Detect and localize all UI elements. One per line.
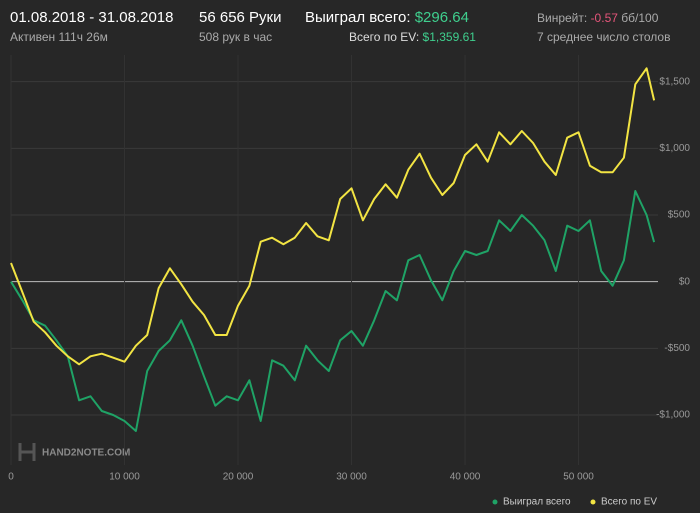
winrate: Винрейт: -0.57 бб/100 <box>537 11 658 25</box>
value: $1,359.61 <box>422 30 476 44</box>
value: -0.57 <box>590 11 618 25</box>
y-tick-label: $0 <box>679 276 691 287</box>
hands: 56 656 Руки <box>199 9 282 26</box>
legend-label: Выиграл всего <box>503 497 571 508</box>
legend-label: Всего по EV <box>601 497 657 508</box>
y-tick-label: -$500 <box>664 343 690 354</box>
logo-icon <box>18 443 36 461</box>
x-tick-label: 10 000 <box>109 472 140 483</box>
period: 01.08.2018 - 31.08.2018 <box>10 9 174 26</box>
label: Выиграл всего: <box>305 9 411 26</box>
legend-swatch <box>590 499 596 505</box>
avg-tables: 7 среднее число столов <box>537 30 671 44</box>
value: $296.64 <box>414 9 469 26</box>
hands-per-hour: 508 рук в час <box>199 30 273 44</box>
legend-swatch <box>492 499 498 505</box>
x-tick-label: 40 000 <box>450 472 481 483</box>
y-tick-label: $1,000 <box>659 143 690 154</box>
series-line <box>10 190 656 432</box>
won-total: Выиграл всего: $296.64 <box>305 9 469 26</box>
x-tick-label: 0 <box>8 472 14 483</box>
logo: HAND2NOTE.COM <box>18 443 130 461</box>
label: Винрейт: <box>537 11 588 25</box>
watermark: HAND2NOTE.COM <box>42 448 130 459</box>
x-tick-label: 50 000 <box>563 472 594 483</box>
ev-total: Всего по EV: $1,359.61 <box>349 30 476 44</box>
x-tick-label: 20 000 <box>223 472 254 483</box>
active-time: Активен 111ч 26м <box>10 30 108 44</box>
y-tick-label: $500 <box>668 210 691 221</box>
y-tick-label: $1,500 <box>659 76 690 87</box>
unit: бб/100 <box>621 11 659 25</box>
y-tick-label: -$1,000 <box>656 410 690 421</box>
series-line <box>10 67 656 366</box>
x-tick-label: 30 000 <box>336 472 367 483</box>
label: Всего по EV: <box>349 30 420 44</box>
